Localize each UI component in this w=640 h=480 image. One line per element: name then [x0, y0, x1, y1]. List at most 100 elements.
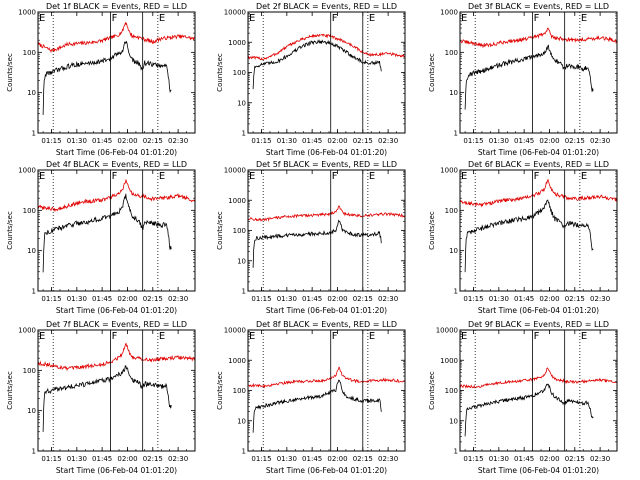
- x-tick-label: 02:15: [353, 295, 373, 303]
- y-tick-label: 10: [237, 417, 246, 425]
- marker-label: F: [332, 13, 338, 24]
- chart-title: Det 9f BLACK = Events, RED = LLD: [468, 320, 609, 329]
- plot-frame: [247, 169, 406, 292]
- y-tick-label: 10000: [224, 167, 246, 175]
- y-tick-label: 1: [454, 288, 458, 296]
- x-tick-label: 02:30: [168, 455, 188, 463]
- x-axis-label: Start Time (06-Feb-04 01:01:20): [478, 306, 599, 315]
- x-tick-label: 01:45: [92, 455, 112, 463]
- marker-label: E: [461, 331, 467, 342]
- x-tick-label: 01:15: [251, 295, 271, 303]
- x-tick-label: 02:30: [590, 137, 610, 145]
- y-tick-label: 100: [233, 69, 246, 77]
- y-axis-label: Counts/sec: [6, 371, 14, 410]
- x-tick-label: 02:30: [168, 137, 188, 145]
- marker-label: E: [159, 331, 165, 342]
- y-tick-label: 1000: [440, 9, 458, 17]
- marker-label: E: [159, 171, 165, 182]
- x-axis-label: Start Time (06-Feb-04 01:01:20): [478, 148, 599, 157]
- series-line-events: [252, 39, 382, 90]
- marker-label: E: [249, 171, 255, 182]
- y-tick-label: 10: [27, 407, 36, 415]
- x-tick-label: 02:30: [590, 455, 610, 463]
- y-tick-label: 1000: [228, 39, 246, 47]
- y-axis-label: Counts/sec: [216, 53, 224, 92]
- chart-panel-3: Det 3f BLACK = Events, RED = LLD Counts/s…: [428, 2, 618, 157]
- marker-label: F: [112, 13, 118, 24]
- series-line-lld: [459, 178, 617, 208]
- marker-label: F: [534, 13, 540, 24]
- y-tick-label: 1: [242, 448, 246, 456]
- y-tick-label: 1000: [18, 167, 36, 175]
- y-tick-label: 100: [445, 207, 458, 215]
- x-tick-label: 01:45: [514, 455, 534, 463]
- x-tick-label: 02:15: [143, 137, 163, 145]
- y-tick-label: 10: [27, 247, 36, 255]
- x-tick-label: 01:15: [463, 455, 483, 463]
- y-tick-label: 1000: [228, 197, 246, 205]
- chart-title: Det 1f BLACK = Events, RED = LLD: [46, 2, 187, 11]
- x-tick-label: 01:30: [489, 137, 509, 145]
- x-tick-label: 02:30: [378, 295, 398, 303]
- y-tick-label: 1: [32, 288, 36, 296]
- x-axis-label: Start Time (06-Feb-04 01:01:20): [478, 466, 599, 475]
- y-tick-label: 1: [454, 130, 458, 138]
- marker-label: E: [461, 171, 467, 182]
- x-axis-label: Start Time (06-Feb-04 01:01:20): [56, 306, 177, 315]
- x-tick-label: 02:15: [353, 455, 373, 463]
- chart-panel-6: Det 6f BLACK = Events, RED = LLD Counts/s…: [428, 160, 618, 315]
- series-line-lld: [247, 33, 405, 61]
- series-line-events: [42, 40, 172, 116]
- marker-label: E: [39, 171, 45, 182]
- y-tick-label: 10: [449, 417, 458, 425]
- x-tick-label: 02:00: [327, 455, 347, 463]
- x-axis-label: Start Time (06-Feb-04 01:01:20): [56, 466, 177, 475]
- y-axis-label: Counts/sec: [428, 53, 436, 92]
- y-tick-label: 100: [23, 49, 36, 57]
- x-tick-label: 02:30: [378, 137, 398, 145]
- series-line-events: [42, 193, 172, 273]
- x-tick-label: 02:15: [565, 137, 585, 145]
- series-line-events: [464, 199, 594, 273]
- x-tick-label: 01:15: [251, 455, 271, 463]
- x-tick-label: 02:15: [353, 137, 373, 145]
- series-line-lld: [459, 367, 617, 389]
- x-axis-label: Start Time (06-Feb-04 01:01:20): [266, 466, 387, 475]
- y-tick-label: 1000: [18, 327, 36, 335]
- marker-label: F: [332, 331, 338, 342]
- marker-label: F: [332, 171, 338, 182]
- x-tick-label: 01:15: [41, 295, 61, 303]
- y-tick-label: 10: [449, 89, 458, 97]
- x-tick-label: 02:00: [539, 455, 559, 463]
- y-tick-label: 100: [23, 207, 36, 215]
- chart-title: Det 8f BLACK = Events, RED = LLD: [256, 320, 397, 329]
- x-tick-label: 01:45: [514, 137, 534, 145]
- marker-label: F: [112, 331, 118, 342]
- y-tick-label: 1000: [440, 357, 458, 365]
- chart-title: Det 6f BLACK = Events, RED = LLD: [468, 160, 609, 169]
- x-tick-label: 02:00: [539, 137, 559, 145]
- x-tick-label: 02:00: [117, 137, 137, 145]
- y-axis-label: Counts/sec: [216, 211, 224, 250]
- x-tick-label: 01:15: [41, 137, 61, 145]
- marker-label: E: [159, 13, 165, 24]
- chart-panel-2: Det 2f BLACK = Events, RED = LLD Counts/s…: [216, 2, 406, 157]
- x-tick-label: 02:30: [378, 455, 398, 463]
- plot-frame: [37, 329, 196, 452]
- x-tick-label: 02:00: [327, 137, 347, 145]
- marker-label: E: [369, 13, 375, 24]
- plot-frame: [459, 169, 618, 292]
- marker-label: F: [534, 331, 540, 342]
- marker-label: E: [369, 171, 375, 182]
- chart-title: Det 4f BLACK = Events, RED = LLD: [46, 160, 187, 169]
- series-line-lld: [37, 179, 195, 212]
- x-tick-label: 01:45: [302, 137, 322, 145]
- y-tick-label: 100: [233, 387, 246, 395]
- chart-title: Det 5f BLACK = Events, RED = LLD: [256, 160, 397, 169]
- x-tick-label: 01:45: [92, 295, 112, 303]
- y-tick-label: 10: [27, 89, 36, 97]
- y-tick-label: 100: [445, 387, 458, 395]
- plot-frame: [459, 11, 618, 134]
- y-tick-label: 10: [449, 247, 458, 255]
